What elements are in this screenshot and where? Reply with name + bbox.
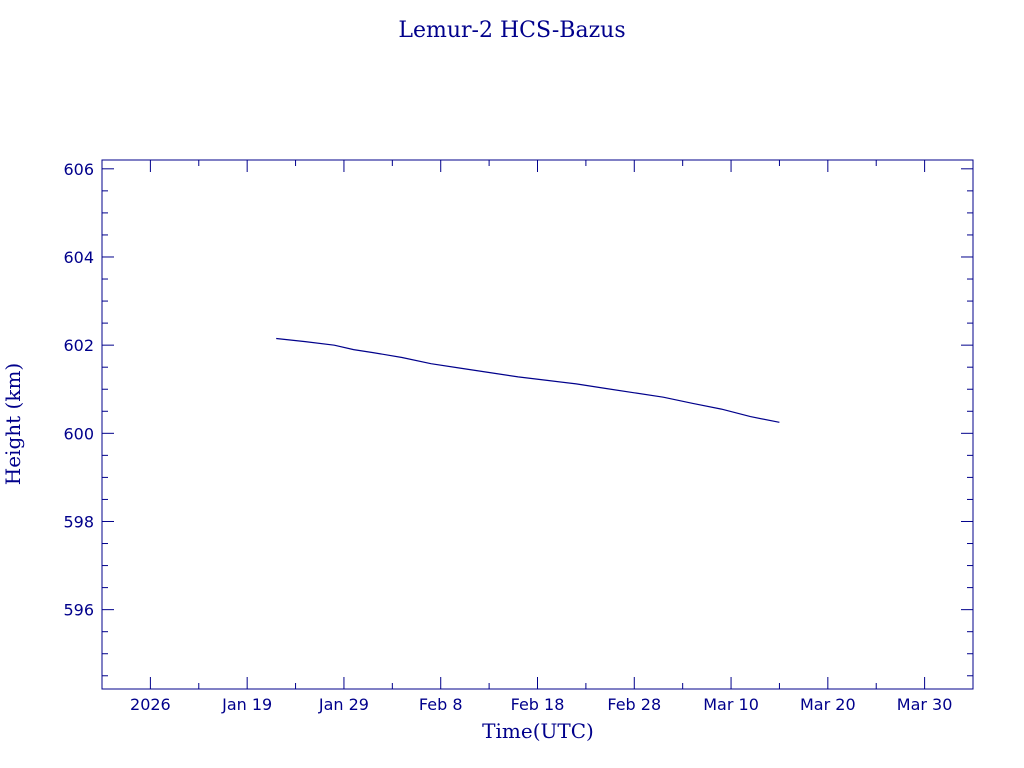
- y-tick-label: 600: [63, 424, 94, 443]
- x-tick-label: Feb 28: [607, 695, 661, 714]
- x-tick-label: Jan 29: [318, 695, 369, 714]
- x-tick-label: Mar 30: [897, 695, 953, 714]
- x-tick-label: Feb 18: [511, 695, 565, 714]
- series-layer: [276, 337, 780, 423]
- y-tick-label: 598: [63, 512, 94, 531]
- x-tick-label: Jan 19: [221, 695, 272, 714]
- plot-frame: [101, 159, 974, 690]
- y-axis-ticks: 596 598 600 602 604 606: [63, 160, 973, 620]
- y-tick-label: 604: [63, 248, 94, 267]
- x-axis-ticks: 2026 Jan 19 Jan 29 Feb 8 Feb 18 Feb 28 Mar 10 M…: [130, 160, 952, 714]
- x-tick-label: 2026: [130, 695, 171, 714]
- y-axis-label: Height (km): [1, 363, 25, 485]
- y-tick-label: 596: [63, 601, 94, 620]
- height-series-line: [276, 337, 780, 423]
- y-tick-label: 606: [63, 160, 94, 179]
- chart-title: Lemur-2 HCS-Bazus: [398, 18, 625, 43]
- x-tick-label: Mar 10: [703, 695, 759, 714]
- x-axis-label: Time(UTC): [482, 719, 594, 743]
- y-tick-label: 602: [63, 336, 94, 355]
- minor-ticks: [101, 160, 974, 689]
- x-tick-label: Feb 8: [419, 695, 463, 714]
- x-tick-label: Mar 20: [800, 695, 856, 714]
